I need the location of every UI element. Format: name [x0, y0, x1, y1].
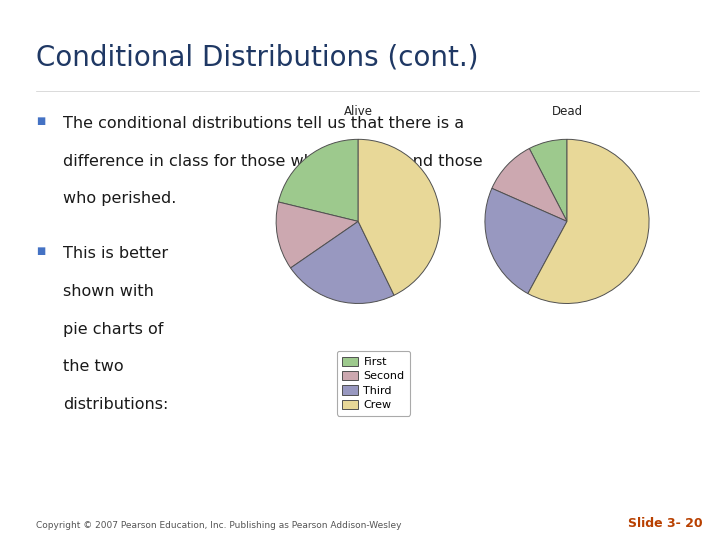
- Wedge shape: [279, 139, 359, 221]
- Wedge shape: [359, 139, 440, 295]
- Text: distributions:: distributions:: [63, 397, 168, 412]
- Legend: First, Second, Third, Crew: First, Second, Third, Crew: [337, 351, 410, 416]
- Text: Copyright © 2007 Pearson Education, Inc. Publishing as Pearson Addison-Wesley: Copyright © 2007 Pearson Education, Inc.…: [37, 521, 402, 530]
- Text: shown with: shown with: [63, 284, 153, 299]
- Title: Dead: Dead: [552, 105, 582, 118]
- Wedge shape: [291, 221, 394, 303]
- Wedge shape: [492, 148, 567, 221]
- Text: pie charts of: pie charts of: [63, 322, 163, 336]
- Wedge shape: [276, 202, 359, 268]
- Wedge shape: [528, 139, 649, 303]
- Text: Conditional Distributions (cont.): Conditional Distributions (cont.): [37, 44, 479, 72]
- Text: difference in class for those who survived and those: difference in class for those who surviv…: [63, 154, 482, 168]
- Text: who perished.: who perished.: [63, 192, 176, 206]
- Title: Alive: Alive: [343, 105, 373, 118]
- Text: the two: the two: [63, 360, 123, 374]
- Text: The conditional distributions tell us that there is a: The conditional distributions tell us th…: [63, 116, 464, 131]
- Text: ■: ■: [37, 246, 45, 256]
- Text: This is better: This is better: [63, 246, 168, 261]
- Text: Slide 3- 20: Slide 3- 20: [628, 516, 702, 530]
- Wedge shape: [529, 139, 567, 221]
- Text: ■: ■: [37, 116, 45, 126]
- Wedge shape: [485, 188, 567, 294]
